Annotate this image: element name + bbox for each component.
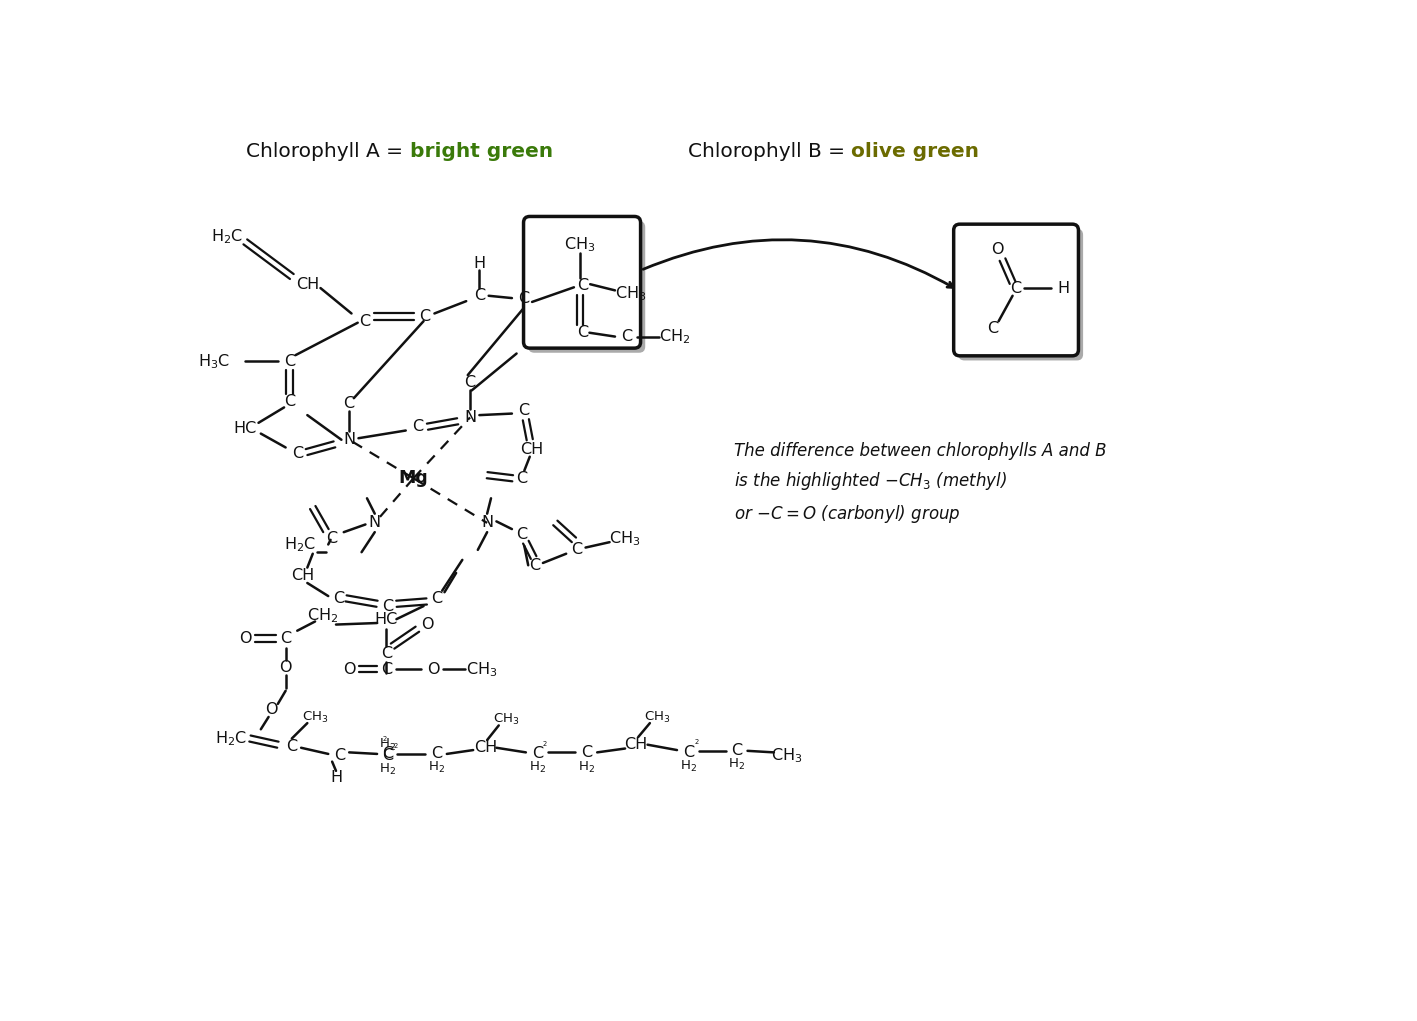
FancyBboxPatch shape bbox=[958, 229, 1083, 360]
Text: C: C bbox=[412, 420, 422, 434]
Text: O: O bbox=[421, 617, 434, 632]
Text: C: C bbox=[286, 739, 298, 753]
Text: C: C bbox=[359, 313, 370, 329]
Text: CH$_2$: CH$_2$ bbox=[307, 606, 339, 625]
Text: O: O bbox=[239, 631, 252, 646]
Text: H$_3$C: H$_3$C bbox=[198, 352, 231, 371]
Text: bright green: bright green bbox=[410, 142, 553, 161]
Text: Mg: Mg bbox=[398, 470, 428, 487]
Text: H: H bbox=[330, 770, 341, 784]
Text: C: C bbox=[1010, 281, 1022, 295]
Text: Chlorophyll A =: Chlorophyll A = bbox=[247, 142, 410, 161]
Text: C: C bbox=[621, 329, 632, 344]
Text: CH$_3$: CH$_3$ bbox=[493, 712, 520, 727]
Text: olive green: olive green bbox=[852, 142, 979, 161]
Text: HC: HC bbox=[234, 422, 256, 437]
Text: C: C bbox=[531, 746, 543, 762]
Text: C: C bbox=[519, 291, 529, 305]
Text: H: H bbox=[473, 256, 486, 271]
Text: CH: CH bbox=[473, 740, 497, 756]
Text: C: C bbox=[383, 598, 394, 614]
Text: C: C bbox=[431, 746, 442, 762]
Text: CH: CH bbox=[290, 568, 315, 583]
Text: CH$_2$: CH$_2$ bbox=[659, 327, 690, 346]
Text: H$_2$: H$_2$ bbox=[680, 759, 697, 774]
Text: C: C bbox=[530, 557, 541, 573]
FancyBboxPatch shape bbox=[954, 225, 1078, 356]
Text: The difference between chlorophylls A and B
is the highlighted $-$CH$_3$ (methyl: The difference between chlorophylls A an… bbox=[734, 442, 1107, 525]
Text: C: C bbox=[381, 662, 393, 677]
Text: H$_2$C: H$_2$C bbox=[283, 535, 316, 553]
Text: H$_2$C: H$_2$C bbox=[211, 227, 244, 246]
Text: $^2$: $^2$ bbox=[693, 739, 699, 749]
Text: O: O bbox=[265, 701, 278, 717]
Text: CH: CH bbox=[625, 737, 648, 752]
Text: C: C bbox=[473, 288, 485, 303]
Text: C: C bbox=[343, 396, 354, 411]
Text: Chlorophyll B =: Chlorophyll B = bbox=[689, 142, 852, 161]
Text: N: N bbox=[368, 516, 381, 531]
Text: C: C bbox=[519, 403, 529, 418]
Text: C: C bbox=[465, 376, 476, 390]
Text: CH$_3$: CH$_3$ bbox=[615, 284, 646, 303]
Text: C: C bbox=[283, 394, 295, 408]
Text: C: C bbox=[571, 542, 582, 557]
Text: CH$_3$: CH$_3$ bbox=[466, 660, 497, 679]
Text: H$_2$: H$_2$ bbox=[428, 761, 445, 775]
Text: C: C bbox=[577, 279, 588, 293]
Text: HC: HC bbox=[374, 612, 398, 627]
Text: C: C bbox=[333, 591, 344, 605]
Text: CH: CH bbox=[520, 442, 544, 457]
Text: C: C bbox=[577, 326, 588, 340]
Text: C: C bbox=[516, 471, 527, 486]
Text: C: C bbox=[383, 746, 394, 762]
Text: N: N bbox=[343, 432, 356, 447]
Text: CH$_3$: CH$_3$ bbox=[564, 235, 597, 253]
FancyBboxPatch shape bbox=[529, 222, 645, 352]
Text: H$_2$: H$_2$ bbox=[578, 761, 595, 775]
Text: C: C bbox=[516, 527, 527, 542]
Text: C: C bbox=[292, 446, 303, 461]
Text: CH$_3$: CH$_3$ bbox=[645, 710, 670, 725]
Text: CH: CH bbox=[296, 277, 319, 292]
Text: $^2$: $^2$ bbox=[543, 741, 548, 751]
Text: C: C bbox=[283, 353, 295, 369]
Text: H: H bbox=[1057, 281, 1068, 295]
Text: C: C bbox=[334, 748, 346, 763]
Text: C: C bbox=[431, 591, 442, 605]
Text: CH$_3$: CH$_3$ bbox=[302, 710, 329, 725]
Text: H$_2$: H$_2$ bbox=[380, 762, 397, 777]
Text: N: N bbox=[463, 409, 476, 425]
Text: H$_2$C: H$_2$C bbox=[215, 729, 248, 747]
Text: O: O bbox=[279, 661, 292, 675]
Text: C: C bbox=[381, 646, 393, 662]
Text: H$_2$: H$_2$ bbox=[529, 761, 546, 775]
Text: CH$_3$: CH$_3$ bbox=[609, 529, 640, 547]
FancyBboxPatch shape bbox=[523, 216, 640, 348]
Text: $^2$: $^2$ bbox=[383, 736, 388, 745]
Text: C: C bbox=[326, 531, 337, 546]
Text: O: O bbox=[427, 662, 439, 677]
Text: H$_2^{ }$: H$_2^{ }$ bbox=[380, 736, 397, 752]
Text: C: C bbox=[383, 748, 394, 763]
Text: H$_2$: H$_2$ bbox=[728, 758, 745, 772]
Text: C: C bbox=[581, 745, 592, 760]
Text: C: C bbox=[731, 743, 743, 759]
Text: O: O bbox=[990, 242, 1003, 257]
Text: N: N bbox=[480, 516, 493, 531]
Text: CH$_3$: CH$_3$ bbox=[771, 746, 802, 765]
Text: O: O bbox=[343, 662, 356, 677]
Text: $^2$: $^2$ bbox=[393, 742, 398, 752]
Text: C: C bbox=[419, 309, 431, 324]
Text: C: C bbox=[683, 745, 694, 760]
Text: C: C bbox=[986, 322, 998, 336]
Text: C: C bbox=[281, 631, 290, 646]
